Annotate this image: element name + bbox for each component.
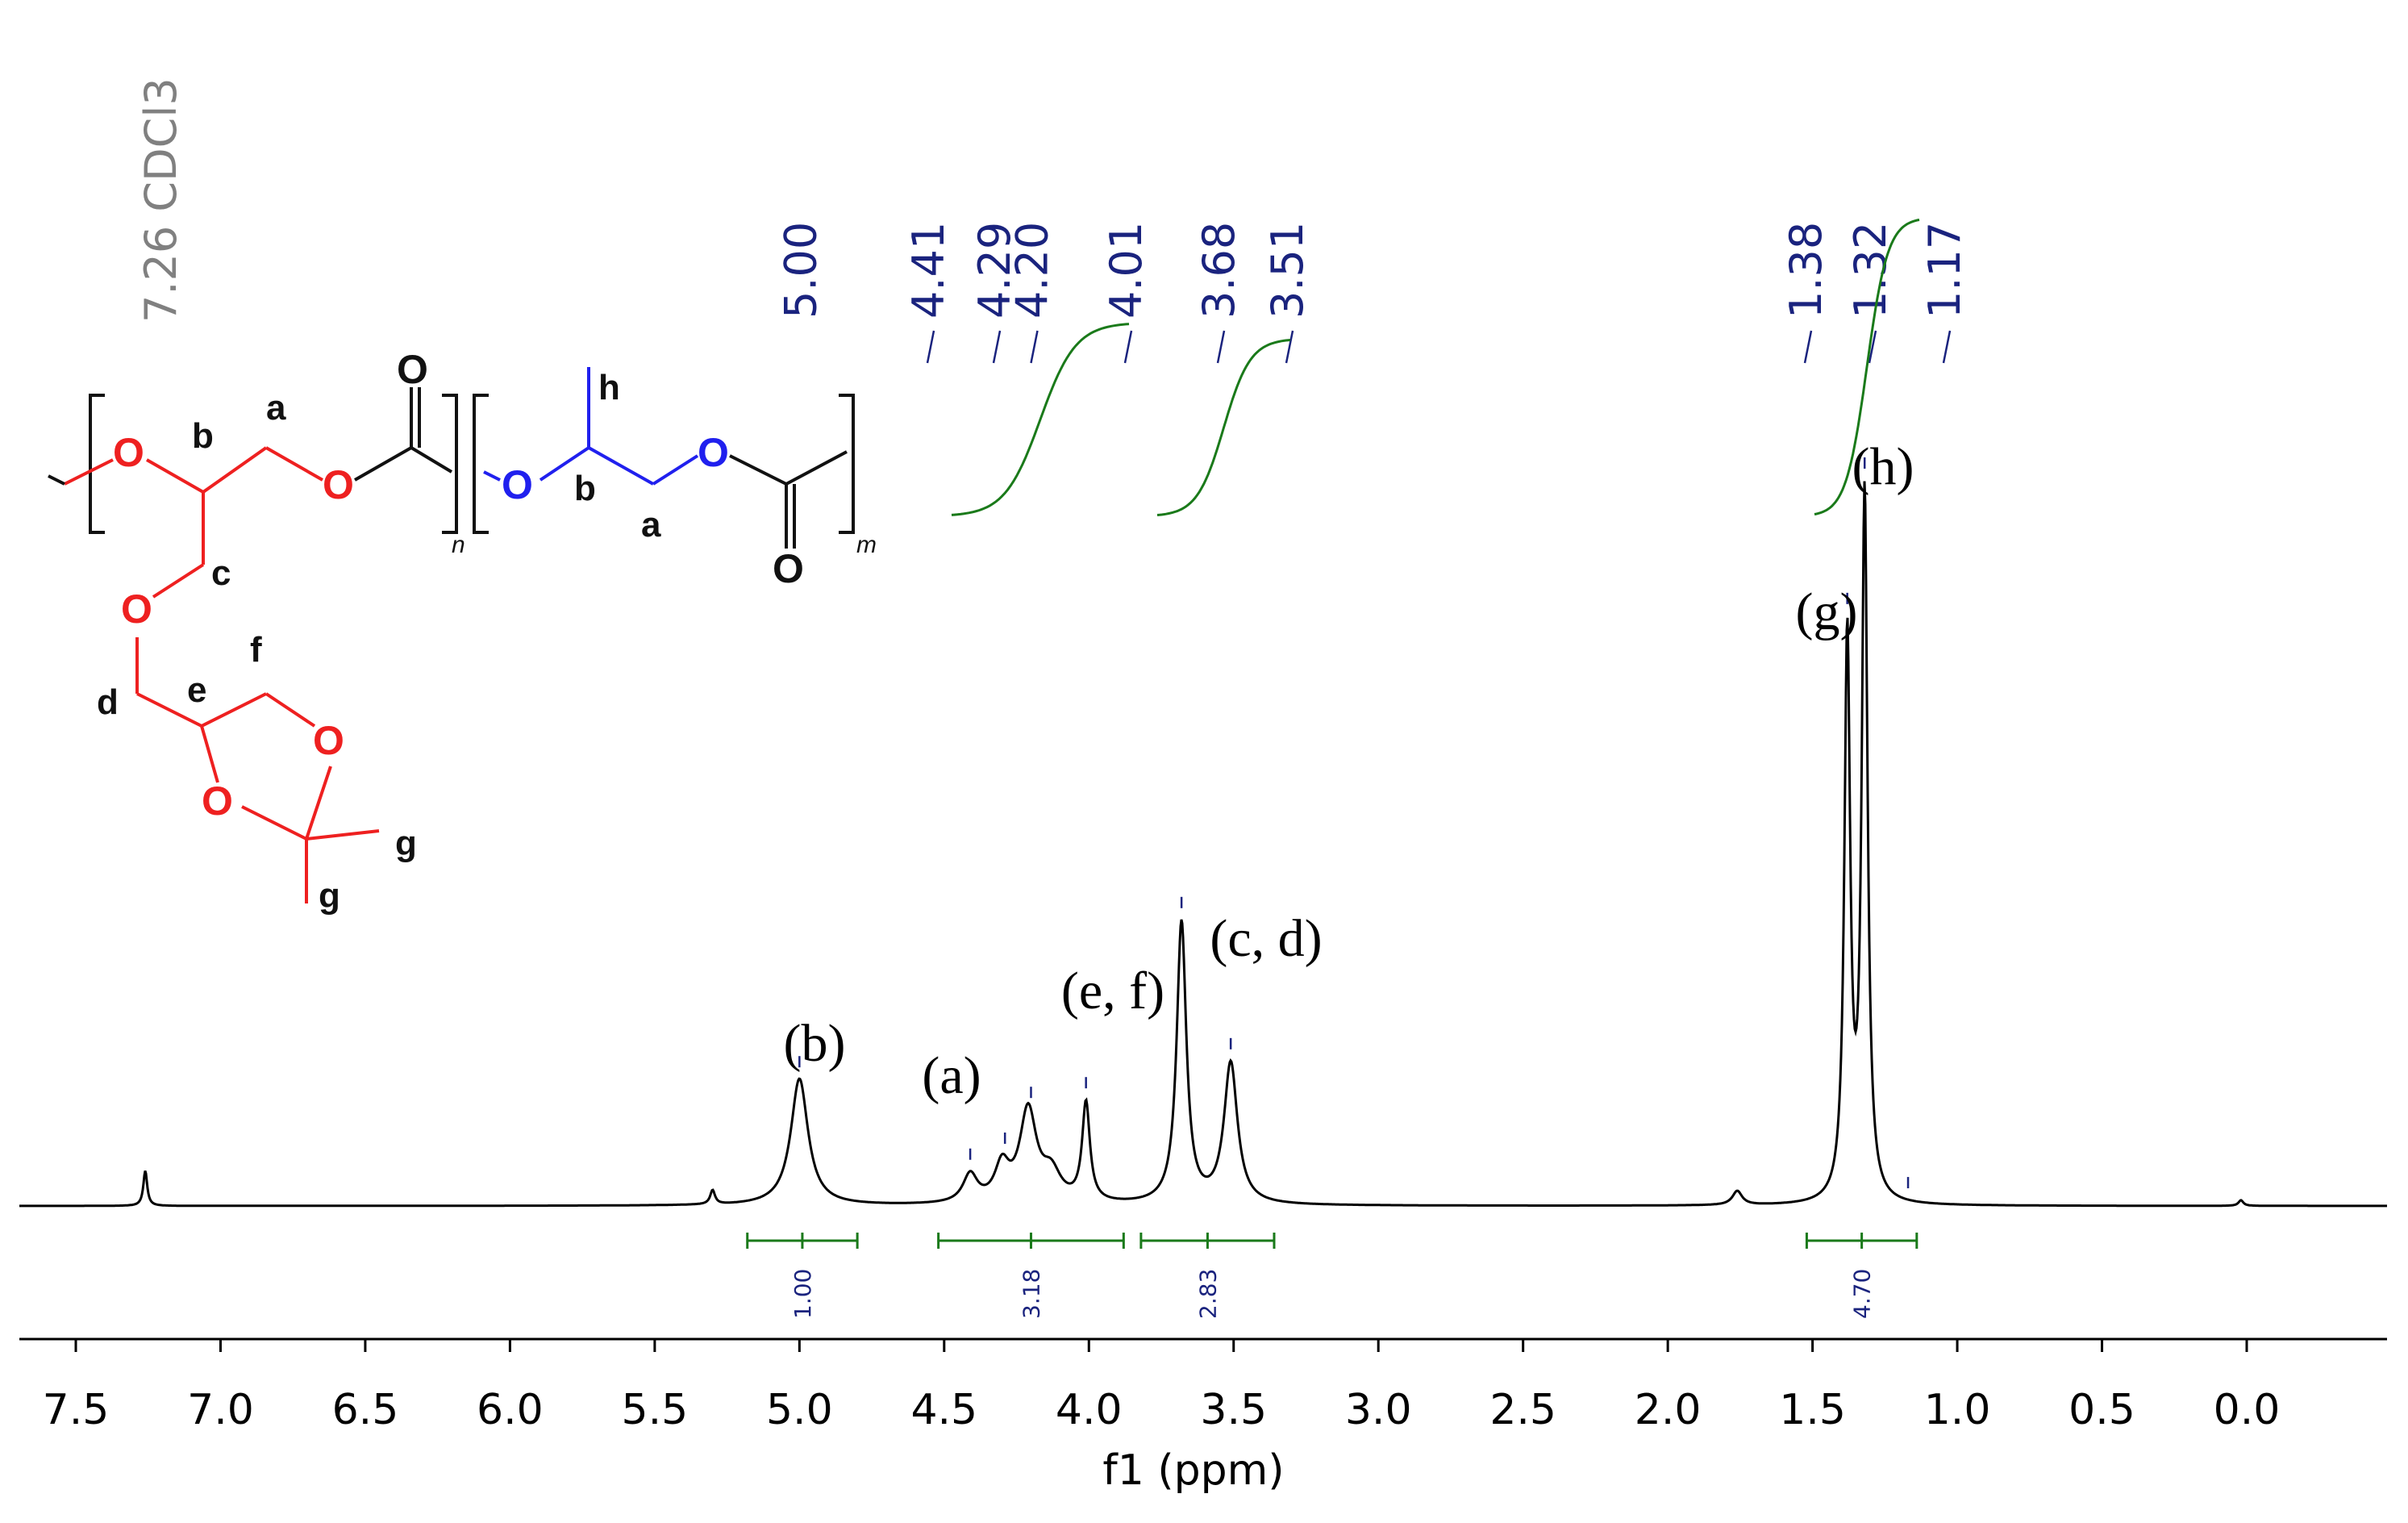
- x-tick-label: 0.5: [2068, 1386, 2135, 1434]
- peak-pick-connector: [1285, 330, 1294, 364]
- x-axis-title: f1 (ppm): [1102, 1446, 1284, 1495]
- svg-text:O: O: [202, 778, 233, 824]
- svg-text:n: n: [452, 532, 465, 558]
- svg-text:b: b: [574, 469, 596, 508]
- peak-pick-label: 4.20: [1006, 222, 1057, 319]
- x-tick-label: 3.5: [1200, 1386, 1267, 1434]
- peak-pick-connector: [1868, 330, 1877, 364]
- x-tick-label: 7.5: [43, 1386, 110, 1434]
- svg-text:e: e: [187, 670, 206, 710]
- svg-text:O: O: [113, 430, 144, 475]
- x-tick-label: 1.5: [1779, 1386, 1846, 1434]
- peak-pick-connector: [1123, 330, 1133, 364]
- svg-text:O: O: [698, 430, 729, 475]
- peak-pick-connector: [1803, 330, 1813, 364]
- svg-text:g: g: [319, 876, 340, 916]
- peak-assignment-label: (g): [1796, 582, 1858, 641]
- x-tick-label: 4.5: [910, 1386, 977, 1434]
- peak-pick-connector: [1942, 330, 1952, 364]
- svg-text:O: O: [773, 546, 804, 591]
- x-tick-label: 2.5: [1489, 1386, 1556, 1434]
- integral-curves: [951, 219, 1920, 516]
- solvent-reference-label: 7.26 CDCl3: [135, 77, 186, 323]
- peak-pick-connector: [1216, 330, 1226, 364]
- svg-text:d: d: [97, 682, 119, 722]
- integral-value: 2.83: [1194, 1269, 1221, 1319]
- peak-pick-markers: [798, 457, 1910, 1189]
- x-tick-label: 6.0: [477, 1386, 544, 1434]
- svg-text:O: O: [502, 462, 533, 507]
- peak-assignment-label: (a): [922, 1046, 981, 1105]
- x-tick-label: 5.5: [622, 1386, 689, 1434]
- x-tick-label: 0.0: [2214, 1386, 2281, 1434]
- svg-text:c: c: [211, 553, 231, 593]
- x-axis-ticks: 7.5 7.0 6.5 6.0 5.5 5.0 4.5 4.0 3.5 3.0 2.5 2.0 1.5 1…: [43, 1339, 2281, 1434]
- integral-brackets: 1.00 3.18 2.83 4.70: [746, 1233, 1918, 1319]
- svg-text:O: O: [323, 462, 354, 507]
- peak-assignment-label: (b): [784, 1014, 846, 1073]
- peak-pick-label: 1.17: [1919, 222, 1970, 319]
- x-tick-label: 2.0: [1635, 1386, 1702, 1434]
- peak-pick-label: 4.29: [969, 222, 1020, 319]
- svg-text:b: b: [192, 416, 214, 456]
- x-tick-label: 5.0: [766, 1386, 833, 1434]
- x-tick-label: 7.0: [187, 1386, 254, 1434]
- peak-pick-labels: 5.00 4.41 4.294.20 4.01 3.68 3.51 1.38 1.32 1.17: [775, 222, 1970, 319]
- peak-pick-label: 3.51: [1262, 222, 1313, 319]
- x-tick-label: 4.0: [1056, 1386, 1123, 1434]
- peak-pick-label: 4.01: [1101, 222, 1152, 319]
- svg-text:a: a: [266, 388, 286, 428]
- peak-pick-label: 5.00: [775, 222, 826, 319]
- peak-assignment-label: (h): [1852, 437, 1914, 496]
- svg-text:h: h: [598, 368, 620, 407]
- svg-text:f: f: [250, 630, 262, 670]
- integral-value: 4.70: [1849, 1269, 1876, 1319]
- peak-pick-connectors: [926, 330, 1952, 364]
- x-tick-label: 1.0: [1924, 1386, 1991, 1434]
- svg-text:O: O: [121, 586, 152, 632]
- integral-curve: [951, 323, 1130, 516]
- peak-assignment-label: (c, d): [1210, 909, 1322, 968]
- x-tick-label: 6.5: [332, 1386, 399, 1434]
- svg-text:g: g: [395, 824, 417, 863]
- x-tick-label: 3.0: [1345, 1386, 1412, 1434]
- peak-assignment-labels: (b) (a) (e, f) (c, d) (g) (h): [784, 437, 1914, 1105]
- svg-text:m: m: [856, 532, 877, 558]
- svg-text:a: a: [641, 505, 661, 545]
- peak-assignment-label: (e, f): [1061, 962, 1164, 1020]
- peak-pick-label: 1.38: [1781, 222, 1831, 319]
- peak-pick-connector: [992, 330, 1002, 364]
- svg-text:O: O: [397, 347, 428, 392]
- peak-pick-label: 3.68: [1194, 222, 1244, 319]
- spectrum-trace: [19, 481, 2387, 1208]
- integral-value: 1.00: [789, 1269, 816, 1319]
- peak-pick-label: 4.41: [903, 222, 954, 319]
- integral-curve: [1156, 339, 1291, 516]
- peak-pick-connector: [926, 330, 935, 364]
- svg-text:O: O: [313, 718, 344, 763]
- chemical-structure: O O O O O O O O O b a c d e f g g h b a …: [48, 347, 877, 916]
- peak-pick-connector: [1030, 330, 1039, 364]
- integral-curve: [1814, 219, 1920, 515]
- integral-value: 3.18: [1018, 1269, 1044, 1319]
- peak-pick-label: 1.32: [1845, 222, 1896, 319]
